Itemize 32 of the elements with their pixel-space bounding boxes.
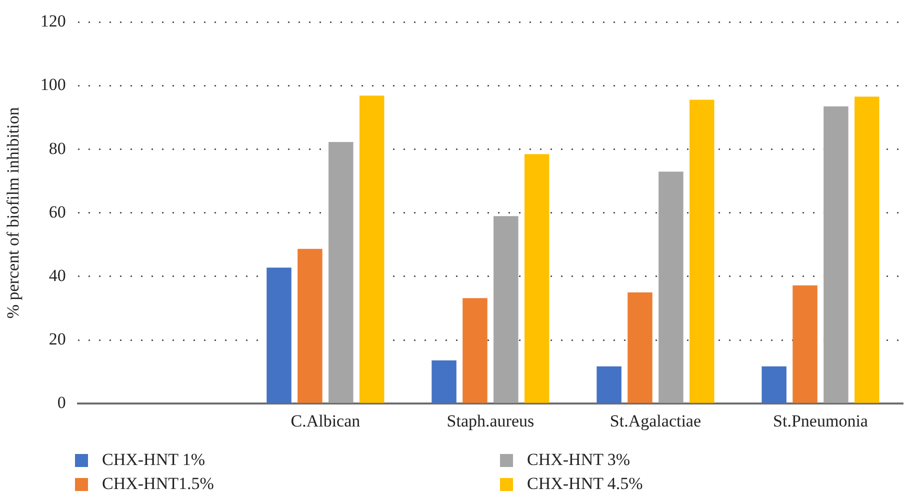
x-tick-label: St.Agalactiae <box>610 411 702 430</box>
y-axis-title: % percent of biofilm inhibition <box>4 106 23 319</box>
bar <box>494 216 518 403</box>
bar <box>524 154 550 403</box>
y-tick-label: 80 <box>48 138 66 158</box>
bar <box>658 172 684 403</box>
y-tick-label: 40 <box>48 266 66 285</box>
y-tick-label: 20 <box>48 330 66 348</box>
y-tick-label: 0 <box>57 393 66 412</box>
x-tick-label: Staph.aureus <box>446 411 534 430</box>
legend-label: CHX-HNT 1% <box>102 450 206 470</box>
y-tick-label: 100 <box>40 75 66 94</box>
bar <box>824 106 848 403</box>
bar <box>596 366 622 403</box>
bar <box>854 96 880 403</box>
bar <box>792 285 818 403</box>
y-tick-label: 120 <box>40 12 66 31</box>
bar <box>690 100 714 403</box>
x-tick-label: St.Pneumonia <box>773 411 868 430</box>
legend-label: CHX-HNT 3% <box>527 450 630 470</box>
bar <box>762 366 786 403</box>
bar <box>462 298 488 403</box>
bar <box>628 292 652 403</box>
legend-label: CHX-HNT1.5% <box>102 474 214 494</box>
x-tick-label: C.Albican <box>290 411 361 430</box>
legend-label: CHX-HNT 4.5% <box>527 474 643 494</box>
bar <box>359 96 384 403</box>
bar <box>298 248 322 403</box>
bar <box>432 360 456 403</box>
y-tick-label: 60 <box>48 202 66 222</box>
bar <box>266 268 292 403</box>
bar <box>328 142 354 403</box>
